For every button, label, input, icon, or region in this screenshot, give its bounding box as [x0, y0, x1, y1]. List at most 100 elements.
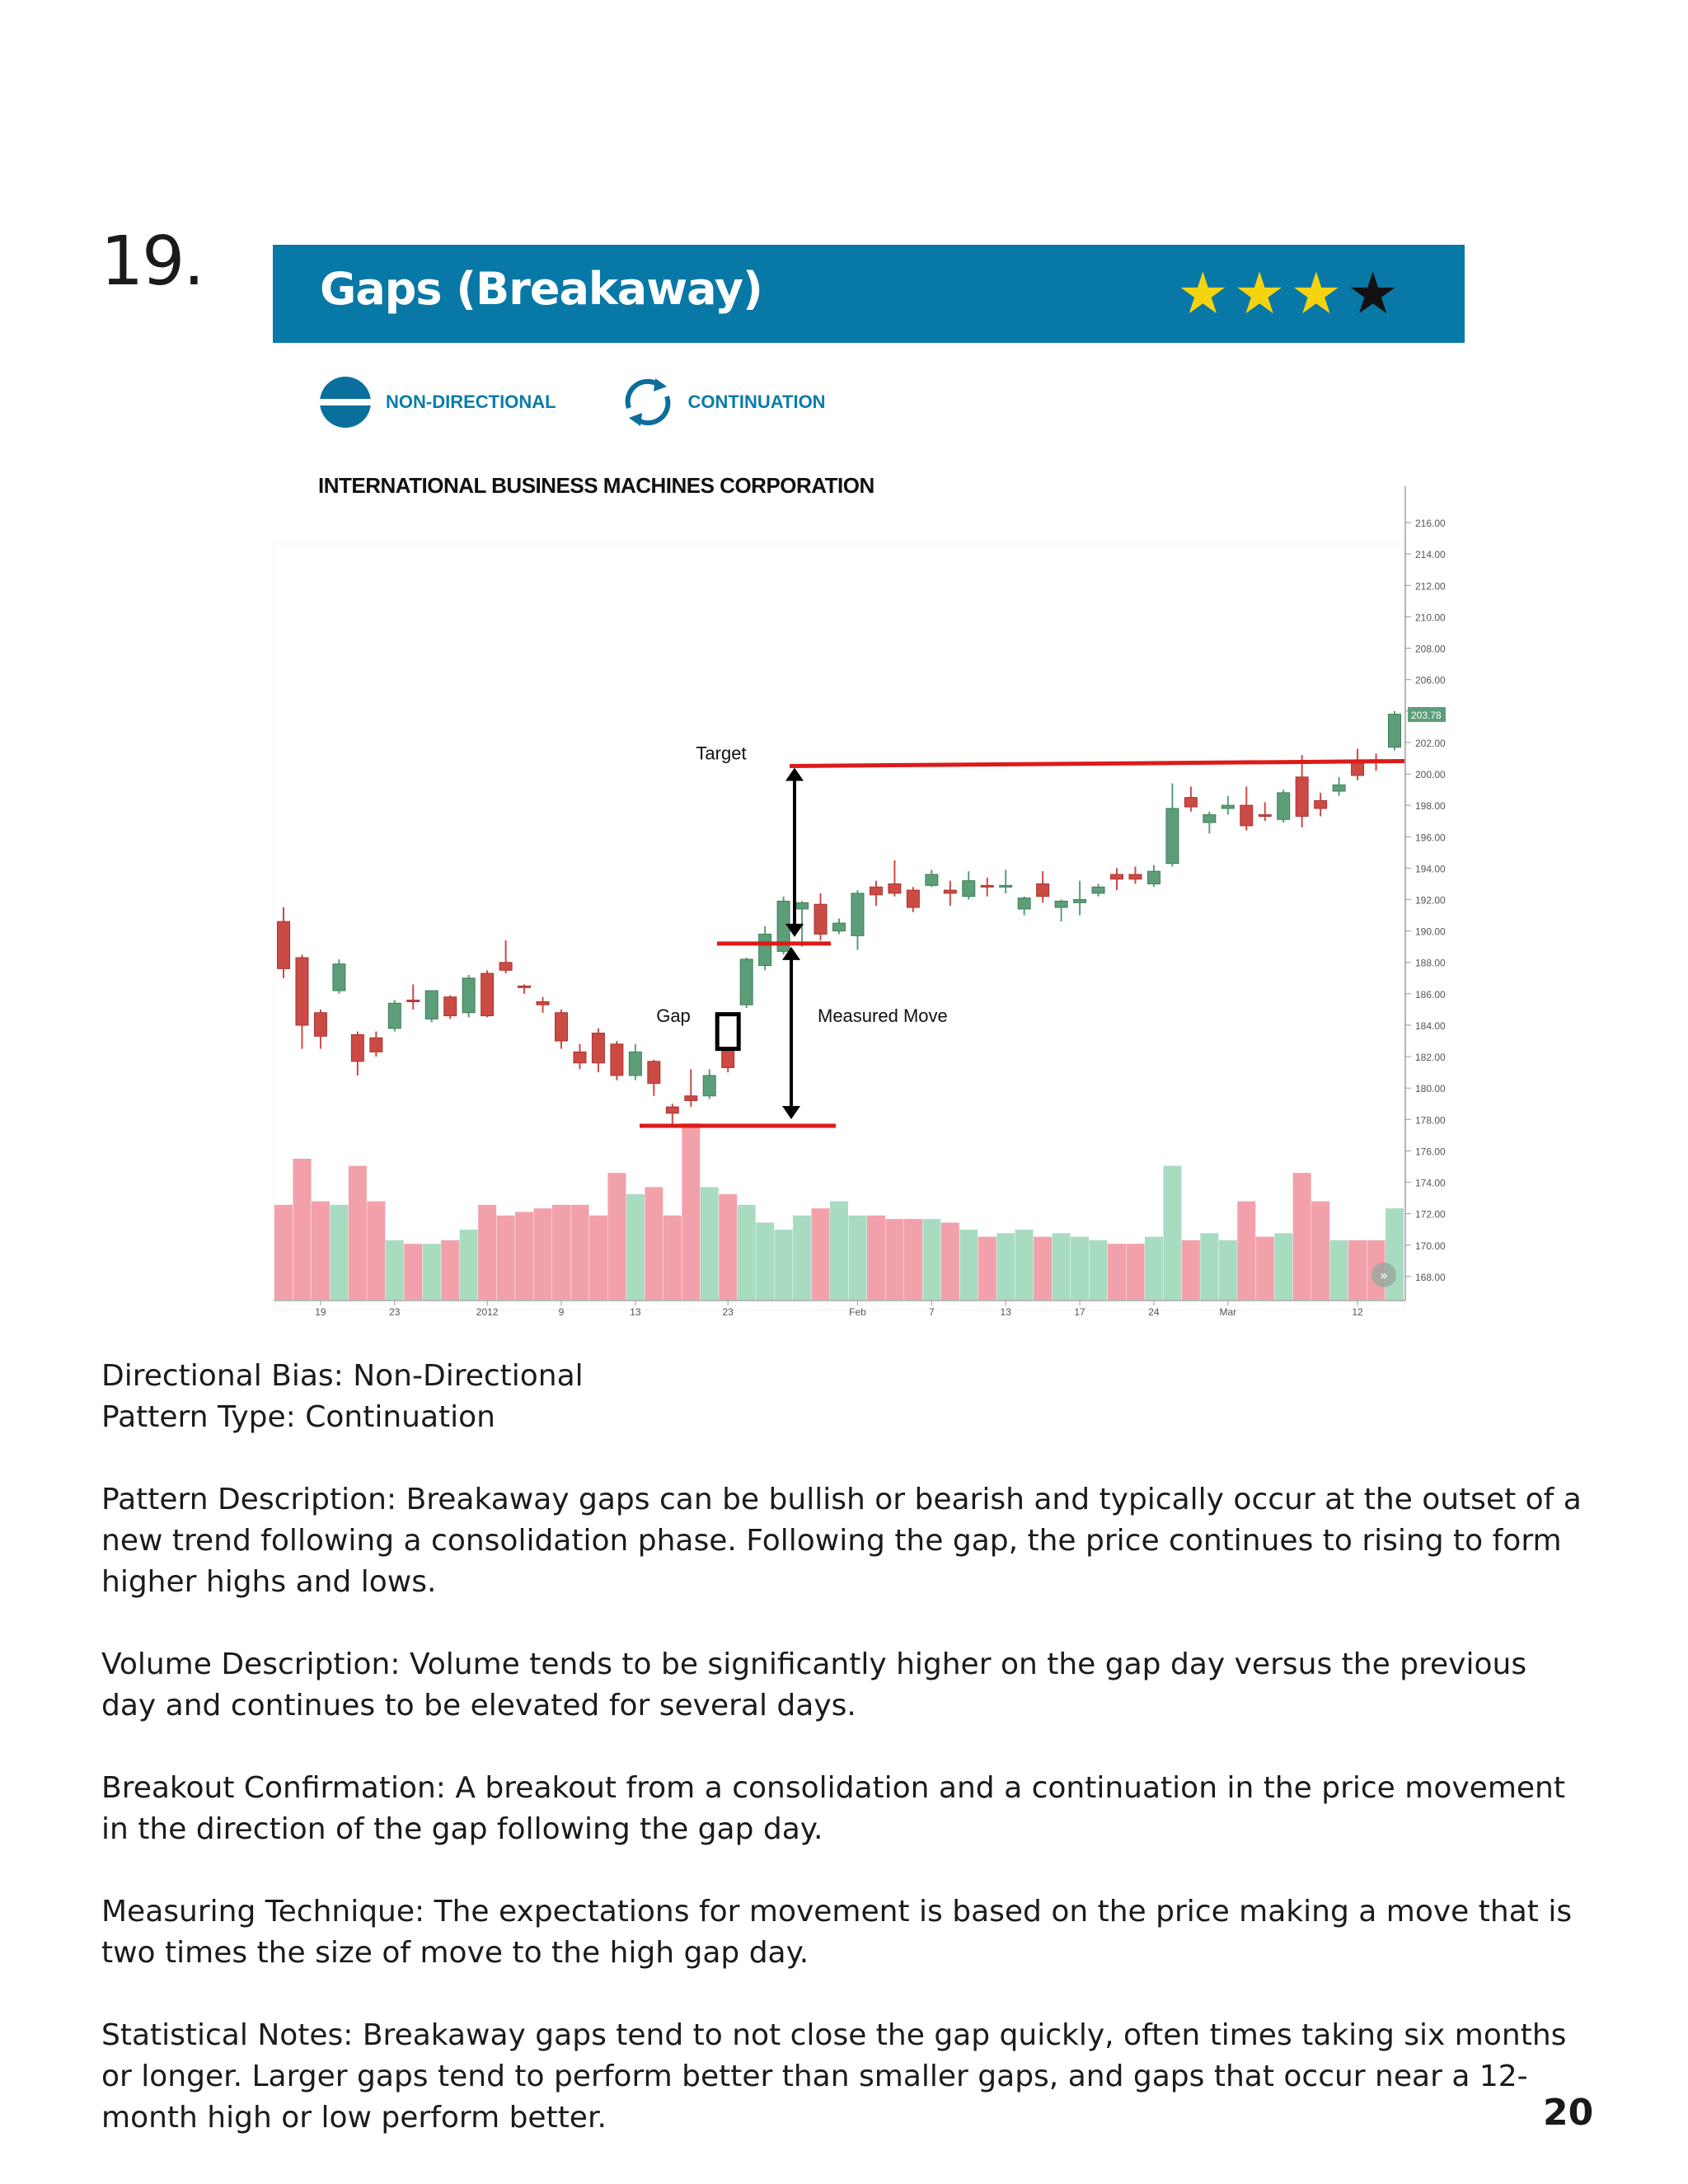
candle-body — [1110, 874, 1123, 880]
y-tick-label: 180.00 — [1415, 1083, 1446, 1094]
y-tick-label: 190.00 — [1415, 926, 1446, 938]
candle-body — [350, 1033, 364, 1062]
candle-body — [1240, 804, 1254, 827]
volume-bar — [1052, 1233, 1071, 1301]
x-tick-label: 12 — [1352, 1306, 1363, 1318]
statistical-notes: Statistical Notes: Breakaway gaps tend t… — [101, 2018, 1567, 2135]
candle-body — [925, 874, 939, 886]
chart-title: INTERNATIONAL BUSINESS MACHINES CORPORAT… — [318, 473, 874, 498]
y-tick-label: 174.00 — [1415, 1178, 1446, 1189]
y-tick-label: 216.00 — [1415, 518, 1446, 529]
candle-body — [462, 977, 476, 1014]
volume-bar — [1237, 1201, 1256, 1301]
arrow-head-down — [782, 1105, 800, 1119]
x-tick-label: 7 — [929, 1306, 935, 1318]
scroll-glyph: » — [1380, 1268, 1388, 1283]
candle-body — [332, 963, 346, 991]
candle-body — [313, 1012, 327, 1037]
arrow-head-up — [782, 946, 800, 960]
y-tick-label: 210.00 — [1415, 612, 1446, 623]
candle-body — [721, 1048, 735, 1068]
candle-body — [1314, 799, 1328, 809]
candle-body — [555, 1012, 568, 1042]
volume-bars — [274, 1123, 1404, 1301]
volume-bar — [700, 1187, 719, 1301]
target-arrow — [785, 767, 804, 937]
candle-body — [665, 1106, 679, 1114]
candle-body — [1128, 874, 1142, 880]
candle-body — [536, 1001, 550, 1005]
pattern-type: Pattern Type: Continuation — [101, 1400, 495, 1434]
volume-bar — [1089, 1240, 1108, 1301]
volume-bar — [607, 1173, 626, 1301]
breakout-confirmation: Breakout Confirmation: A breakout from a… — [101, 1771, 1565, 1846]
candle-body — [1073, 899, 1087, 903]
volume-bar — [885, 1219, 904, 1301]
volume-bar — [978, 1236, 996, 1301]
candle-body — [1054, 900, 1068, 908]
volume-bar — [274, 1204, 293, 1301]
candle-body — [481, 972, 495, 1017]
x-tick-label: 13 — [630, 1306, 641, 1318]
volume-bar — [367, 1201, 386, 1301]
x-tick-label: 23 — [723, 1306, 734, 1318]
volume-bar — [1126, 1244, 1145, 1301]
x-tick-label: 2012 — [476, 1306, 499, 1318]
pattern-title: Gaps (Breakaway) — [320, 263, 763, 315]
volume-bar — [645, 1187, 663, 1301]
arrow-head-up — [785, 767, 804, 781]
candle-body — [869, 886, 883, 896]
candle-body — [1277, 792, 1291, 820]
x-tick-label: Mar — [1219, 1306, 1236, 1318]
volume-bar — [903, 1219, 922, 1301]
y-tick-label: 184.00 — [1415, 1020, 1446, 1032]
volume-bar — [311, 1201, 330, 1301]
directional-bias: Directional Bias: Non-Directional — [101, 1359, 584, 1393]
y-tick-label: 214.00 — [1415, 549, 1446, 560]
candle-body — [369, 1037, 383, 1052]
x-tick-label: 24 — [1148, 1306, 1160, 1318]
candle-body — [980, 884, 994, 888]
star-empty-icon: ★ — [1347, 260, 1399, 327]
candle-body — [758, 933, 772, 967]
y-tick-label: 170.00 — [1415, 1240, 1446, 1252]
volume-bar — [1015, 1230, 1034, 1301]
volume-bar — [1292, 1173, 1311, 1301]
candle-body — [1184, 797, 1198, 808]
volume-bar — [1311, 1201, 1330, 1301]
candle-body — [962, 880, 976, 898]
measured-move-label: Measured Move — [818, 1005, 948, 1026]
arrow-head-down — [785, 923, 804, 937]
volume-bar — [663, 1215, 682, 1301]
volume-bar — [588, 1215, 607, 1301]
candle-body — [1258, 814, 1272, 818]
pattern-tags: NON-DIRECTIONAL CONTINUATION — [318, 373, 890, 432]
volume-bar — [293, 1159, 312, 1301]
volume-bar — [1144, 1236, 1163, 1301]
volume-bar — [441, 1240, 460, 1301]
volume-bar — [330, 1204, 349, 1301]
page-number: 20 — [1543, 2092, 1594, 2134]
candle-body — [739, 958, 753, 1005]
y-tick-label: 206.00 — [1415, 675, 1446, 687]
x-tick-label: 19 — [315, 1306, 326, 1318]
y-tick-label: 186.00 — [1415, 989, 1446, 1001]
volume-bar — [1200, 1233, 1219, 1301]
volume-bar — [940, 1222, 959, 1301]
target-line — [789, 758, 1405, 768]
y-tick-label: 168.00 — [1415, 1272, 1446, 1283]
star-filled-icon: ★ — [1290, 260, 1343, 327]
candle-body — [906, 889, 920, 908]
volume-bar — [1071, 1236, 1090, 1301]
pattern-details: Directional Bias: Non-Directional Patter… — [101, 1356, 1585, 2180]
gap-box — [715, 1012, 741, 1052]
candle-body — [518, 985, 532, 988]
volume-bar — [959, 1230, 978, 1301]
candle-body — [684, 1095, 698, 1101]
candle-body — [591, 1033, 605, 1064]
candle-body — [943, 889, 957, 894]
volume-bar — [682, 1123, 701, 1301]
x-tick-label: 13 — [1001, 1306, 1012, 1318]
volume-bar — [1181, 1240, 1200, 1301]
candle-body — [1146, 870, 1160, 884]
